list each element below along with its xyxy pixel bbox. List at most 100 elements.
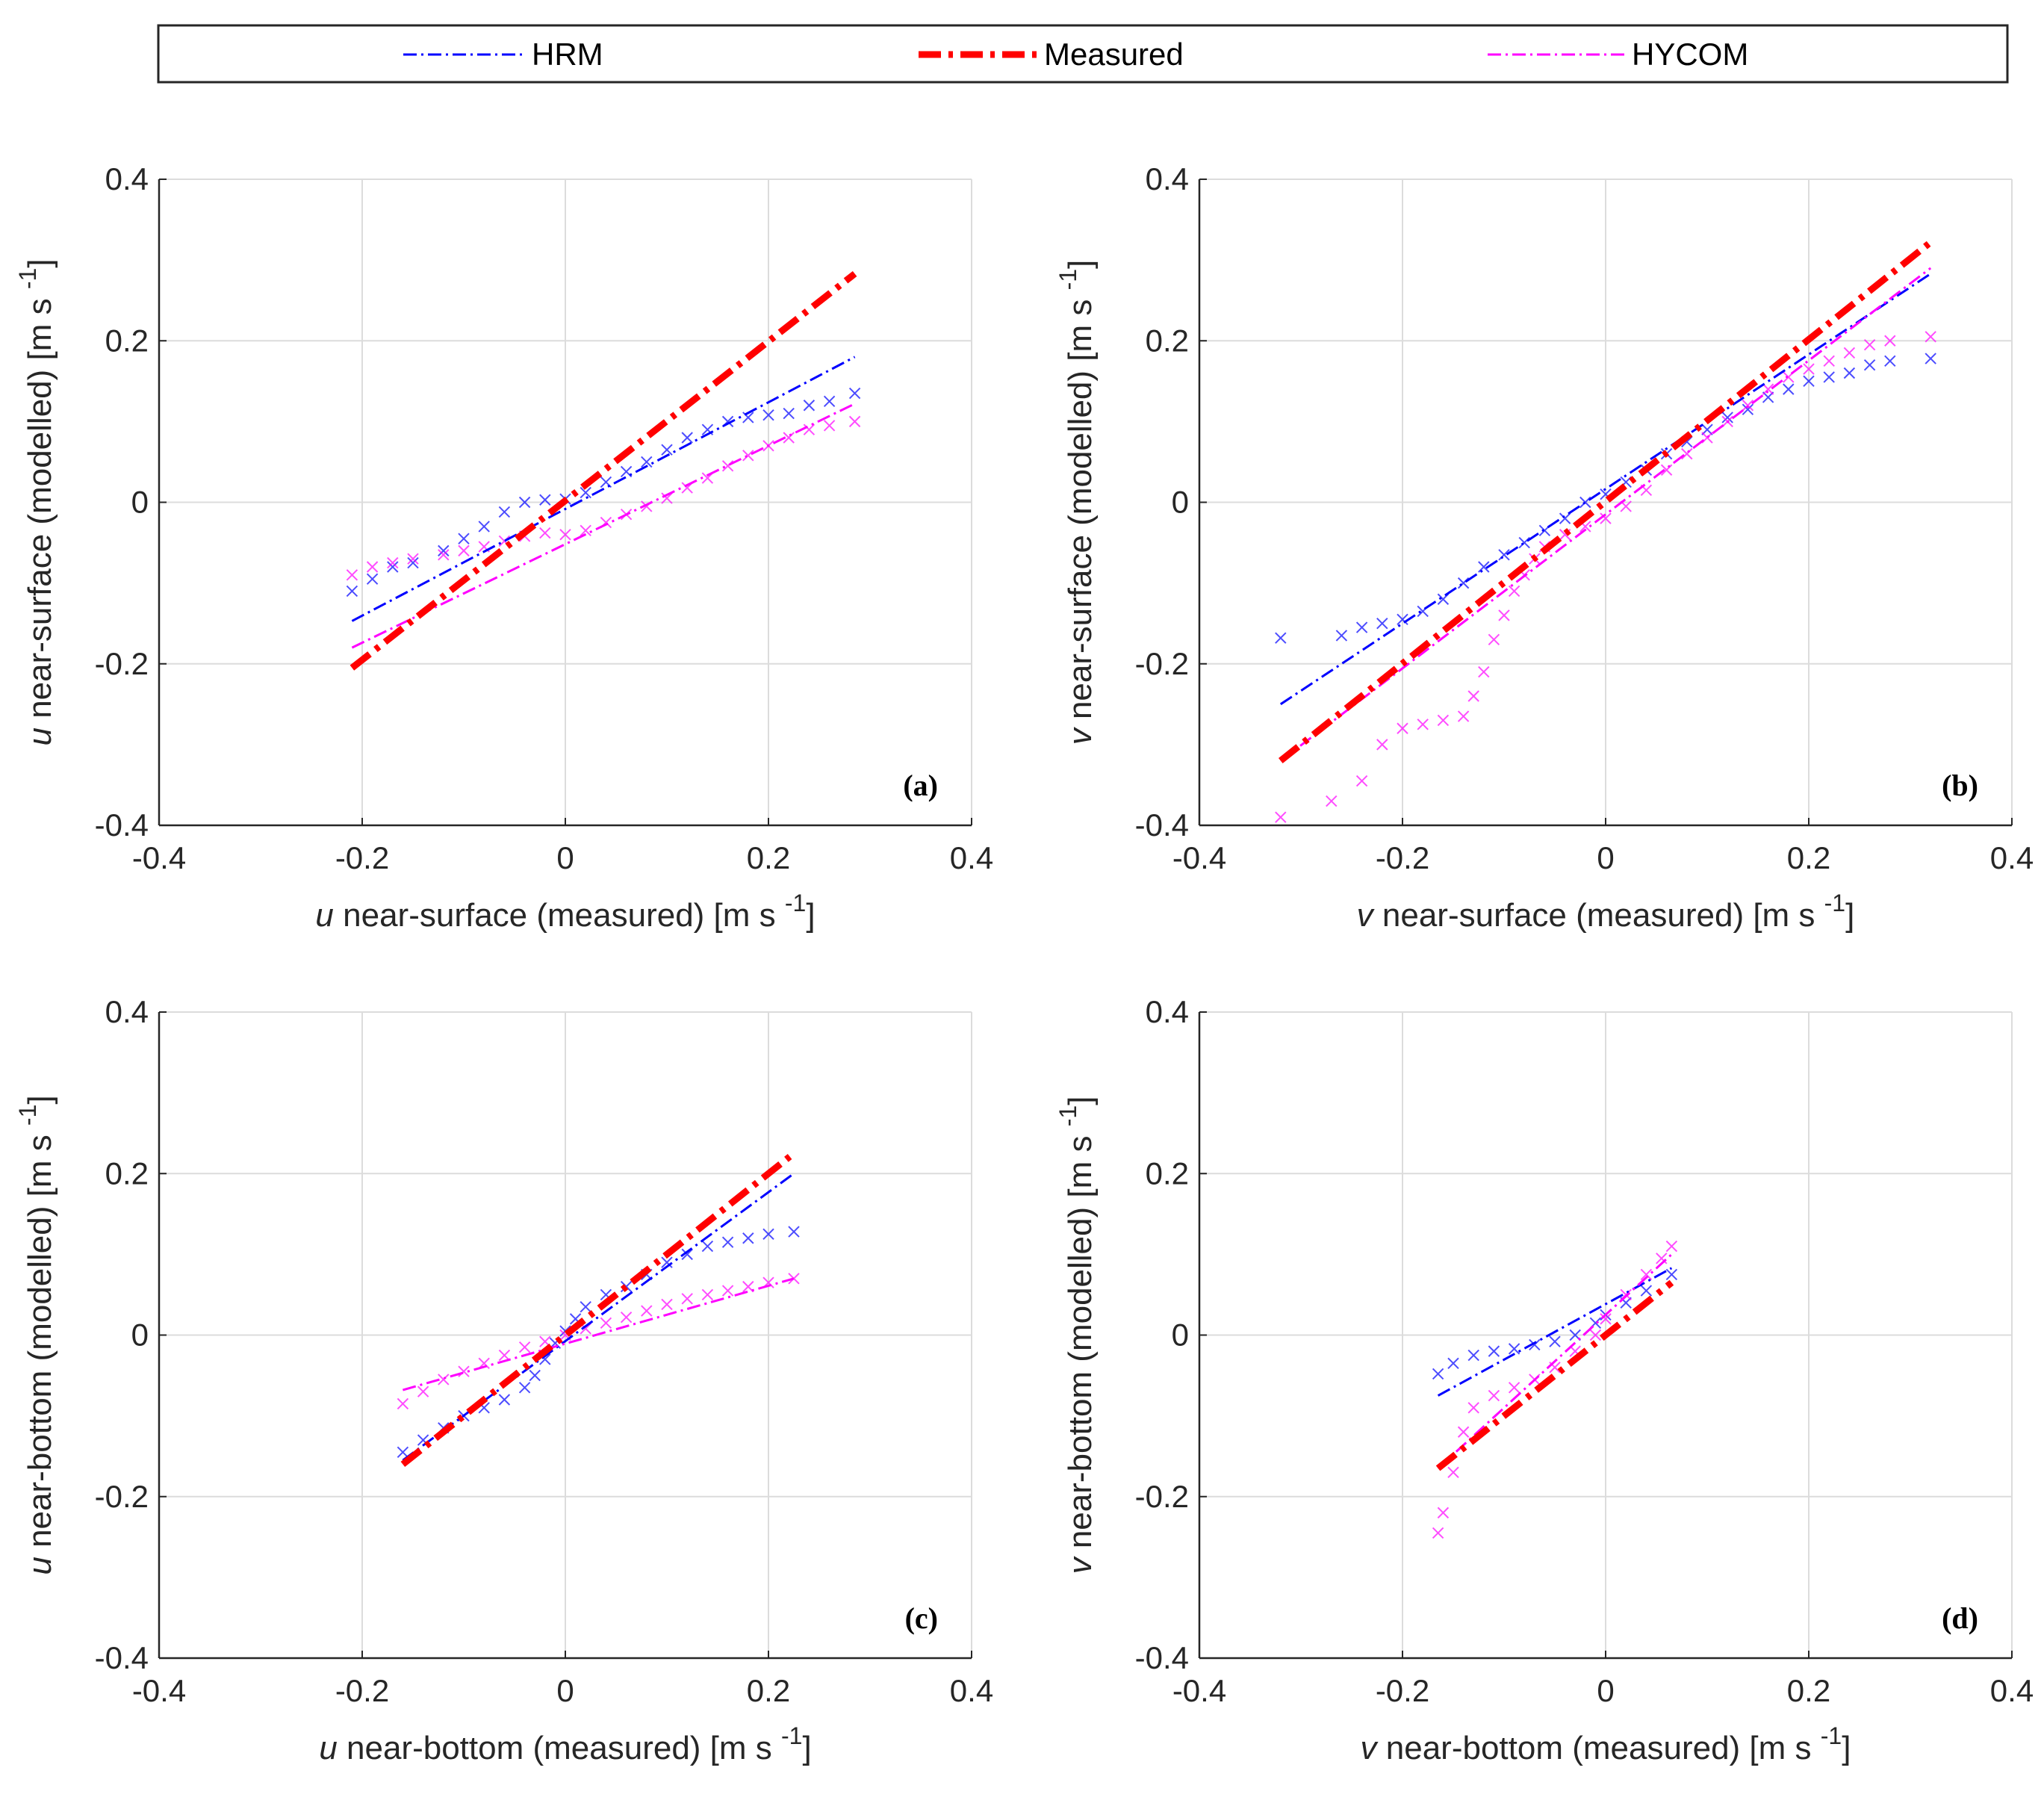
y-axis-title-var: u xyxy=(22,1557,58,1574)
scatter-point-hrm xyxy=(1762,391,1774,403)
scatter-point-hycom xyxy=(1925,331,1936,343)
scatter-point-hycom xyxy=(721,1285,734,1297)
scatter-point-hycom xyxy=(1467,690,1479,702)
fit-line-hycom xyxy=(1437,1253,1673,1470)
scatter-point-hrm xyxy=(498,1394,511,1406)
fit-line-measured xyxy=(1278,239,1933,764)
scatter-point-hycom xyxy=(1432,1527,1444,1539)
panel-label: (d) xyxy=(1942,1601,1978,1635)
scatter-point-hycom xyxy=(498,1349,511,1362)
scatter-point-hycom xyxy=(1437,714,1450,727)
scatter-point-hycom xyxy=(458,1365,470,1377)
scatter-point-hycom xyxy=(1488,1389,1500,1402)
scatter-point-hrm xyxy=(641,456,653,468)
scatter-point-hrm xyxy=(1783,383,1795,395)
y-tick-label: -0.4 xyxy=(1135,1640,1189,1675)
scatter-point-hycom xyxy=(1803,363,1815,375)
scatter-point-hrm xyxy=(1529,1338,1541,1351)
y-axis-title-text: near-surface (modelled) [m s xyxy=(22,289,58,727)
y-axis-title-text: near-bottom (modelled) [m s xyxy=(22,1126,58,1557)
scatter-point-hrm xyxy=(1823,371,1835,383)
scatter-point-hrm xyxy=(407,556,419,569)
y-axis-title-text: near-bottom (modelled) [m s xyxy=(1062,1126,1099,1557)
y-axis-title: u near-bottom (modelled) [m s -1] xyxy=(14,1095,58,1574)
x-tick-label: -0.4 xyxy=(1172,840,1226,875)
scatter-point-hycom xyxy=(1762,383,1774,395)
scatter-point-hycom xyxy=(580,524,591,537)
scatter-point-hycom xyxy=(458,544,470,557)
scatter-point-hrm xyxy=(366,573,379,585)
scatter-point-hycom xyxy=(1457,710,1470,722)
scatter-point-hrm xyxy=(1275,632,1287,644)
scatter-point-hycom xyxy=(783,432,795,444)
x-axis-title-exp: -1 xyxy=(781,1722,802,1749)
scatter-point-hrm xyxy=(701,1240,714,1253)
y-tick-label: 0.4 xyxy=(1146,994,1189,1029)
scatter-point-hycom xyxy=(661,1298,673,1311)
scatter-point-hycom xyxy=(803,423,816,435)
x-tick-label: 0 xyxy=(556,840,574,875)
scatter-point-hrm xyxy=(397,1446,409,1458)
scatter-point-hycom xyxy=(1467,1402,1479,1414)
x-tick-label: -0.2 xyxy=(1376,840,1429,875)
y-axis-title-close: ] xyxy=(22,258,58,267)
scatter-point-hrm xyxy=(661,444,673,456)
scatter-point-hycom xyxy=(641,1305,653,1317)
scatter-point-hrm xyxy=(1498,549,1510,561)
y-tick-label: 0.2 xyxy=(105,1155,149,1191)
y-tick-label: 0 xyxy=(1172,1318,1189,1353)
y-tick-label: 0.2 xyxy=(1146,323,1189,358)
scatter-point-hrm xyxy=(1355,621,1368,633)
y-axis-title-close: ] xyxy=(1062,260,1099,269)
x-axis-title: u near-bottom (measured) [m s -1] xyxy=(319,1722,811,1766)
scatter-point-hrm xyxy=(1549,1335,1561,1347)
scatter-point-hycom xyxy=(1275,811,1287,823)
y-axis-title-exp: -1 xyxy=(1054,269,1081,290)
scatter-point-hycom xyxy=(1508,1382,1520,1394)
x-tick-label: -0.2 xyxy=(335,1673,389,1708)
x-axis-title-var: v xyxy=(1361,1730,1379,1766)
scatter-point-hrm xyxy=(498,506,511,518)
scatter-point-hycom xyxy=(366,561,379,573)
y-tick-label: -0.2 xyxy=(95,646,149,681)
x-tick-label: 0.2 xyxy=(747,840,790,875)
scatter-point-hrm xyxy=(1335,630,1348,642)
x-axis-title: v near-bottom (measured) [m s -1] xyxy=(1361,1722,1851,1766)
scatter-point-hrm xyxy=(518,496,531,509)
fit-line-measured xyxy=(1435,1279,1674,1471)
scatter-point-hycom xyxy=(1665,1240,1678,1253)
fit-line-hrm xyxy=(351,356,856,622)
x-tick-label: -0.4 xyxy=(132,840,186,875)
scatter-point-hycom xyxy=(438,1374,450,1385)
scatter-point-hycom xyxy=(1589,1329,1602,1341)
scatter-point-hrm xyxy=(1640,1285,1653,1297)
y-tick-label: -0.4 xyxy=(95,1640,149,1675)
scatter-point-hrm xyxy=(1559,512,1571,524)
scatter-point-hrm xyxy=(387,561,399,573)
legend-label-hycom: HYCOM xyxy=(1632,37,1748,72)
scatter-point-hrm xyxy=(1925,353,1936,364)
scatter-point-hrm xyxy=(1665,1268,1678,1281)
x-tick-label: -0.4 xyxy=(132,1673,186,1708)
y-tick-label: 0.4 xyxy=(105,994,149,1029)
scatter-point-hycom xyxy=(1478,665,1490,678)
x-tick-label: 0.4 xyxy=(1990,1673,2034,1708)
scatter-point-hycom xyxy=(1600,512,1612,524)
x-axis-title-exp: -1 xyxy=(1821,1722,1842,1749)
scatter-point-hrm xyxy=(580,1300,591,1313)
x-tick-label: 0.2 xyxy=(1787,840,1830,875)
fit-line-hycom xyxy=(1279,267,1932,762)
scatter-point-hrm xyxy=(1803,375,1815,388)
y-axis-title-var: v xyxy=(1062,1555,1099,1574)
y-axis-title-exp: -1 xyxy=(1054,1105,1081,1126)
legend-box xyxy=(157,24,2009,84)
scatter-point-hycom xyxy=(600,1317,612,1329)
scatter-point-hycom xyxy=(1326,795,1338,807)
scatter-point-hrm xyxy=(681,1248,693,1261)
panel-d: -0.4 -0.2 0 0.2 0.4 -0.4 -0.2 0 0.2 0.4 (d) v near-… xyxy=(1054,994,2034,1766)
scatter-point-hrm xyxy=(478,521,490,533)
scatter-point-hycom xyxy=(681,1293,693,1305)
scatter-point-hycom xyxy=(1498,609,1510,621)
y-axis-title: v near-bottom (modelled) [m s -1] xyxy=(1054,1096,1099,1574)
scatter-point-hrm xyxy=(762,409,774,421)
